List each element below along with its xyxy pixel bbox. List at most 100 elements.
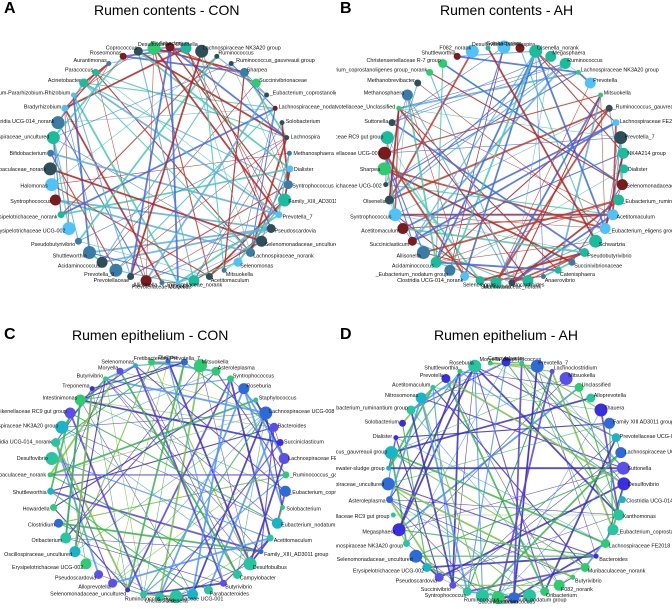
edge: [158, 365, 202, 597]
edge: [421, 361, 507, 399]
edge: [112, 360, 169, 584]
edge: [51, 56, 217, 185]
node-label: Sharpea: [360, 167, 380, 173]
network-node: [195, 44, 209, 58]
node-label: Succinivibrionaceae: [574, 264, 622, 270]
network-node: [275, 211, 283, 219]
node-label: Treponema: [62, 384, 89, 390]
edge: [261, 153, 290, 242]
network-node: [165, 42, 175, 52]
network-node: [598, 92, 604, 98]
node-label: Acidaminococcus: [58, 264, 100, 270]
edge: [53, 378, 106, 508]
edge: [153, 47, 280, 216]
network-node: [414, 79, 422, 87]
node-label: Xanthomonas: [623, 514, 657, 520]
node-label: Mitsuokella: [568, 373, 595, 379]
node-label: Prevotella: [593, 78, 617, 84]
node-label: Lachnospiraceae NK3A20 group: [203, 45, 281, 51]
node-label: Prevotella_7: [170, 356, 200, 362]
node-label: Pseudoscardovia: [396, 579, 437, 585]
network-node: [580, 248, 589, 257]
node-label: Desulfovibrio: [628, 482, 659, 488]
edge: [391, 56, 551, 123]
network-node: [613, 509, 625, 521]
node-label: Selenomonas: [463, 283, 496, 289]
node-label: Schwartzia: [599, 242, 625, 248]
network-node: [116, 367, 124, 375]
network-node: [187, 588, 198, 600]
panel-title: Rumen contents - CON: [94, 2, 240, 18]
edge: [50, 490, 262, 553]
network-node: [426, 68, 434, 76]
panel-title: Rumen epithelium - AH: [434, 327, 578, 343]
edge: [74, 378, 107, 552]
edges: [383, 46, 625, 284]
panel-letter: B: [340, 0, 352, 17]
node-label: _Eubacterium_coprostanoligenes group_nor…: [616, 529, 672, 535]
node-label: Prevotella_7: [283, 214, 313, 220]
edge: [435, 46, 505, 263]
edge: [390, 452, 586, 568]
network-node: [272, 105, 278, 111]
edge: [55, 360, 169, 443]
node-label: Lachnospiraceae FE2018 group: [620, 119, 672, 125]
network-node: [57, 211, 65, 219]
network-node: [515, 43, 525, 53]
node-label: Methanobrevibacter: [367, 78, 415, 84]
node-label: Prevotella: [420, 373, 444, 379]
node-label: Selenomonas: [101, 360, 134, 366]
edge: [201, 51, 225, 271]
edge: [391, 121, 586, 254]
edge: [505, 361, 620, 516]
node-label: Staphylococcus: [259, 395, 297, 401]
network-node: [616, 179, 628, 191]
node-label: Solobacterium: [286, 119, 321, 125]
node-label: Syntrophococcus: [350, 214, 392, 220]
network-node: [487, 360, 493, 366]
network-node: [380, 131, 394, 145]
edge: [420, 397, 484, 596]
network-node: [545, 50, 557, 62]
edges: [49, 360, 287, 598]
edge: [495, 82, 591, 283]
node-label: Halomonas: [20, 183, 48, 189]
node-label: Howardella: [23, 507, 50, 513]
network-node: [574, 382, 584, 392]
network-node: [238, 383, 250, 395]
node-label: Desulfovibrio: [17, 456, 48, 462]
edge: [398, 71, 579, 110]
network-node: [159, 280, 165, 286]
edge: [193, 137, 287, 281]
edge: [388, 108, 400, 201]
node-label: Moryella: [480, 357, 500, 363]
node-label: Fretibacterium: [134, 356, 169, 362]
network-node: [47, 149, 55, 157]
network-node: [258, 549, 264, 555]
network-node: [409, 549, 423, 563]
edge: [55, 199, 272, 230]
node-label: Succiniclasticum: [478, 600, 518, 606]
node-label: _Eubacterium_coprostanoligenes group_nor…: [336, 67, 428, 73]
node-label: Butyrivibrio: [575, 579, 602, 585]
network-node: [393, 435, 399, 441]
edge: [383, 152, 466, 277]
network-node: [60, 532, 72, 544]
node-label: Unclassified: [145, 599, 174, 605]
edge: [105, 378, 144, 595]
edge: [402, 227, 585, 254]
network-node: [554, 266, 562, 274]
edge: [51, 184, 210, 277]
edge: [95, 71, 287, 139]
edge: [237, 412, 267, 575]
node-label: Shuttleworthia: [53, 254, 87, 260]
edge: [69, 412, 145, 595]
node-label: Lachnospiraceae UCG-008: [269, 409, 334, 415]
node-label: Dialister: [294, 167, 314, 173]
edge: [436, 199, 619, 263]
node-label: Prevotellaceae UCG-001: [336, 151, 381, 157]
edge: [143, 582, 224, 596]
edge: [51, 152, 290, 185]
network-node: [460, 272, 470, 281]
node-label: Intestinimonas: [43, 395, 78, 401]
